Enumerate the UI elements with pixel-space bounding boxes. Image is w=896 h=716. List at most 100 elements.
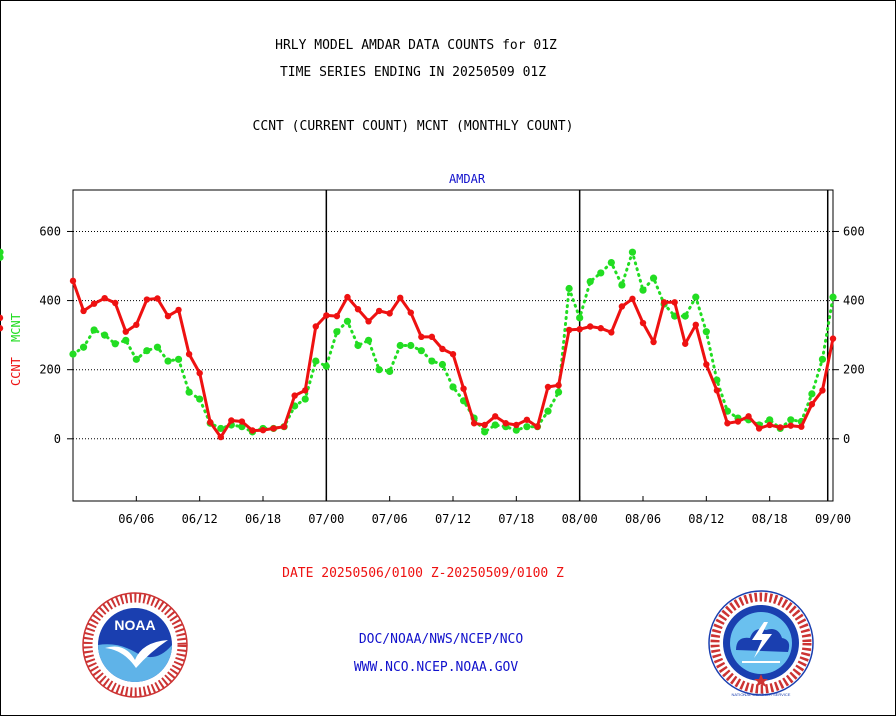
data-point-mcnt <box>122 336 130 344</box>
data-point-ccnt <box>143 296 151 303</box>
data-point-ccnt <box>175 306 182 314</box>
data-point-ccnt <box>164 312 172 320</box>
data-point-mcnt <box>79 343 88 351</box>
data-point-ccnt <box>587 323 594 330</box>
x-tick-label: 06/06 <box>118 512 154 526</box>
data-point-ccnt <box>249 427 256 434</box>
data-point-ccnt <box>238 418 246 425</box>
data-point-ccnt <box>660 299 668 306</box>
chart-title: AMDAR <box>449 172 486 186</box>
data-point-ccnt <box>90 300 98 307</box>
data-point-ccnt <box>439 345 446 353</box>
data-point-mcnt <box>174 355 183 363</box>
data-point-ccnt <box>270 425 277 432</box>
data-point-mcnt <box>628 248 637 256</box>
data-point-mcnt <box>787 416 795 424</box>
data-point-mcnt <box>829 293 837 301</box>
data-point-ccnt <box>312 323 319 330</box>
data-point-mcnt <box>301 395 309 403</box>
data-point-ccnt <box>492 413 499 420</box>
data-point-mcnt <box>396 341 404 350</box>
data-point-ccnt <box>534 423 541 430</box>
data-point-ccnt <box>69 277 77 285</box>
data-point-ccnt <box>333 312 341 320</box>
data-point-ccnt <box>185 350 193 358</box>
data-point-ccnt <box>798 423 805 430</box>
data-point-mcnt <box>618 281 626 289</box>
data-point-mcnt <box>164 357 172 365</box>
noaa-seal-lettering-ring <box>83 593 187 697</box>
data-point-mcnt <box>639 286 647 294</box>
data-point-mcnt <box>649 274 658 282</box>
data-point-mcnt <box>713 376 721 384</box>
data-point-ccnt <box>365 318 372 325</box>
x-tick-label: 08/18 <box>752 512 788 526</box>
data-point-mcnt <box>364 336 373 344</box>
x-tick-label: 07/06 <box>372 512 408 526</box>
data-point-mcnt <box>692 293 700 301</box>
url-label: WWW.NCO.NCEP.NOAA.GOV <box>353 660 519 675</box>
y-tick-label-right: 200 <box>843 363 865 377</box>
nws-star-icon <box>754 674 768 687</box>
data-point-ccnt <box>787 422 794 429</box>
data-point-ccnt <box>544 383 552 391</box>
nws-logo-text: NATIONAL WEATHER SERVICE <box>732 692 791 697</box>
data-point-mcnt <box>576 314 584 322</box>
data-point-ccnt <box>407 309 414 316</box>
data-point-mcnt <box>333 328 341 336</box>
data-point-mcnt <box>544 407 552 415</box>
data-point-mcnt <box>681 312 689 320</box>
data-point-ccnt <box>354 306 362 313</box>
date-range-label: DATE 20250506/0100 Z-20250509/0100 Z <box>282 566 564 581</box>
org-label: DOC/NOAA/NWS/NCEP/NCO <box>358 632 524 647</box>
title-line-2: TIME SERIES ENDING IN 20250509 01Z <box>279 65 547 80</box>
data-point-mcnt <box>322 362 330 370</box>
data-point-ccnt <box>766 421 773 429</box>
nws-seal-lettering-ring <box>710 592 812 694</box>
data-point-ccnt <box>207 419 214 426</box>
data-point-ccnt <box>196 369 203 377</box>
x-tick-label: 06/12 <box>182 512 218 526</box>
data-point-mcnt <box>196 395 204 403</box>
data-point-ccnt <box>133 321 140 328</box>
data-point-mcnt <box>217 424 225 433</box>
y-tick-label-left: 600 <box>39 224 61 238</box>
data-point-ccnt <box>80 307 87 315</box>
data-point-ccnt <box>481 421 488 429</box>
data-point-mcnt <box>69 350 77 358</box>
y-tick-label-left: 200 <box>39 363 61 377</box>
data-point-ccnt <box>291 392 298 399</box>
data-point-ccnt <box>629 295 636 303</box>
data-point-mcnt <box>0 248 4 256</box>
data-point-ccnt <box>682 340 689 347</box>
data-point-mcnt <box>597 269 605 277</box>
x-tick-label: 09/00 <box>815 512 851 526</box>
data-point-ccnt <box>650 338 657 346</box>
data-point-ccnt <box>0 314 4 322</box>
noaa-logo-text: NOAA <box>114 617 155 633</box>
title-line-3: CCNT (CURRENT COUNT) MCNT (MONTHLY COUNT… <box>252 119 574 134</box>
data-point-ccnt <box>555 382 562 389</box>
data-point-ccnt <box>565 326 573 334</box>
data-point-mcnt <box>808 390 816 398</box>
data-point-ccnt <box>808 401 816 408</box>
data-point-ccnt <box>397 294 404 302</box>
data-point-ccnt <box>513 421 520 429</box>
data-point-mcnt <box>312 357 320 365</box>
y-tick-label-right: 0 <box>843 432 850 446</box>
data-point-mcnt <box>428 357 436 365</box>
data-point-ccnt <box>608 329 615 336</box>
data-point-ccnt <box>502 420 509 427</box>
data-point-ccnt <box>671 299 678 306</box>
data-point-ccnt <box>323 312 330 319</box>
x-tick-label: 08/06 <box>625 512 661 526</box>
data-point-mcnt <box>153 343 162 351</box>
data-point-mcnt <box>343 317 352 325</box>
data-point-mcnt <box>132 355 140 363</box>
data-point-mcnt <box>607 258 615 267</box>
y-tick-label-left: 0 <box>54 432 61 446</box>
data-point-mcnt <box>512 426 520 434</box>
data-point-ccnt <box>0 325 4 332</box>
data-point-mcnt <box>143 347 151 355</box>
